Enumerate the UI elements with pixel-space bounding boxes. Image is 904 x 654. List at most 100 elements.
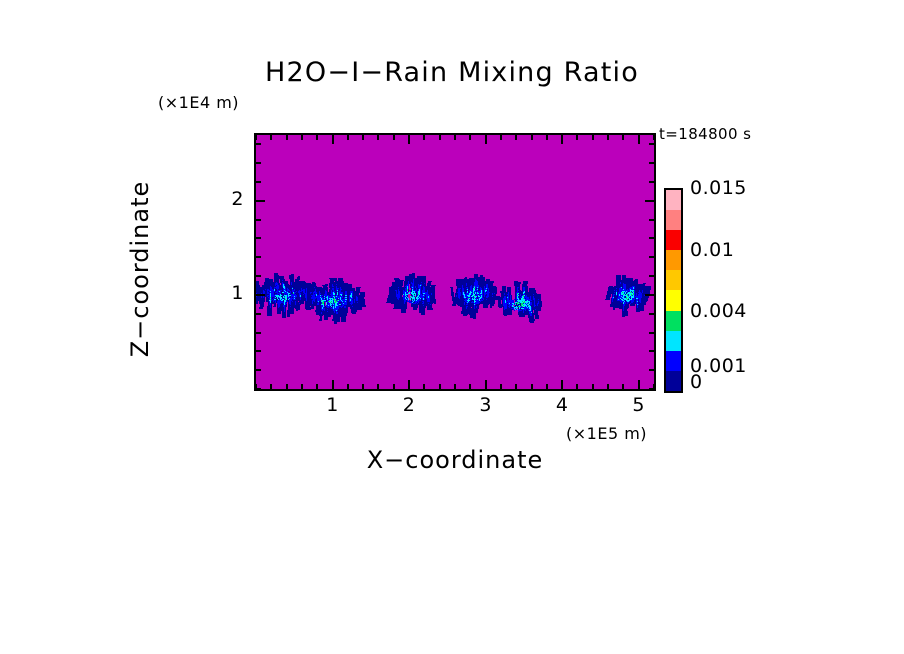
tick-y-left <box>256 369 261 371</box>
x-axis-title: X−coordinate <box>366 446 544 474</box>
time-annotation: t=184800 s <box>659 125 752 143</box>
colorbar-tick-label: 0.001 <box>690 354 747 377</box>
colorbar-band <box>666 270 681 291</box>
tick-y-left <box>256 219 261 221</box>
page-title: H2O−I−Rain Mixing Ratio <box>265 57 639 88</box>
colorbar-tick-label: 0.01 <box>690 238 735 261</box>
colorbar-tick-label: 0 <box>690 370 703 393</box>
tick-x-bottom <box>531 384 533 389</box>
colorbar <box>664 188 683 393</box>
colorbar-tick-label: 0.004 <box>690 300 747 322</box>
tick-y-right <box>649 332 654 334</box>
tick-y-right <box>649 143 654 145</box>
tick-x-top <box>362 135 364 140</box>
tick-x-top <box>561 135 563 144</box>
tick-y-right <box>649 219 654 221</box>
tick-x-bottom <box>347 384 349 389</box>
x-axis-units-label: (×1E5 m) <box>566 424 648 443</box>
tick-x-bottom <box>286 384 288 389</box>
tick-x-bottom <box>439 384 441 389</box>
tick-y-left <box>256 162 261 164</box>
tick-x-bottom <box>270 384 272 389</box>
tick-x-top <box>332 135 334 144</box>
tick-y-left <box>256 350 261 352</box>
tick-y-left <box>256 181 261 183</box>
colorbar-tick-label: 0.015 <box>690 177 747 199</box>
colorbar-band <box>666 250 681 271</box>
tick-y-right <box>649 313 654 315</box>
tick-y-right <box>649 369 654 371</box>
tick-y-right <box>645 294 654 296</box>
tick-x-top <box>347 135 349 140</box>
tick-y-left <box>256 313 261 315</box>
tick-x-top <box>408 135 410 144</box>
tick-y-right <box>649 388 654 390</box>
tick-x-top <box>622 135 624 140</box>
x-tick-label: 2 <box>402 394 416 416</box>
tick-x-bottom <box>423 384 425 389</box>
tick-x-top <box>500 135 502 140</box>
colorbar-band <box>666 330 681 351</box>
tick-y-right <box>649 256 654 258</box>
tick-x-bottom <box>485 380 487 389</box>
colorbar-band <box>666 350 681 371</box>
colorbar-band <box>666 290 681 311</box>
tick-y-left <box>256 388 261 390</box>
tick-x-bottom <box>653 384 655 389</box>
tick-x-bottom <box>576 384 578 389</box>
tick-y-right <box>649 350 654 352</box>
tick-x-top <box>393 135 395 140</box>
tick-x-top <box>638 135 640 144</box>
tick-x-top <box>485 135 487 144</box>
tick-y-right <box>649 181 654 183</box>
tick-x-top <box>576 135 578 140</box>
tick-y-left <box>256 237 261 239</box>
tick-x-top <box>316 135 318 140</box>
tick-y-right <box>645 200 654 202</box>
tick-x-bottom <box>500 384 502 389</box>
colorbar-band <box>666 190 681 211</box>
x-tick-label: 4 <box>555 394 569 416</box>
tick-x-top <box>270 135 272 140</box>
y-tick-label: 2 <box>231 187 244 210</box>
tick-y-right <box>649 275 654 277</box>
tick-x-bottom <box>362 384 364 389</box>
tick-x-top <box>653 135 655 140</box>
tick-x-top <box>469 135 471 140</box>
tick-x-bottom <box>301 384 303 389</box>
tick-x-top <box>592 135 594 140</box>
plot-area <box>254 133 656 391</box>
tick-x-bottom <box>469 384 471 389</box>
tick-x-bottom <box>561 380 563 389</box>
tick-y-right <box>649 162 654 164</box>
y-tick-label: 1 <box>231 281 244 304</box>
tick-x-top <box>607 135 609 140</box>
tick-x-bottom <box>255 384 257 389</box>
tick-x-top <box>286 135 288 140</box>
tick-y-left <box>256 275 261 277</box>
tick-y-left <box>256 143 261 145</box>
tick-y-left <box>256 200 265 202</box>
tick-y-left <box>256 294 265 296</box>
y-axis-units-label: (×1E4 m) <box>158 93 240 112</box>
tick-x-bottom <box>454 384 456 389</box>
tick-x-top <box>377 135 379 140</box>
tick-x-bottom <box>607 384 609 389</box>
colorbar-band <box>666 310 681 331</box>
tick-x-bottom <box>377 384 379 389</box>
tick-x-top <box>301 135 303 140</box>
tick-x-top <box>515 135 517 140</box>
colorbar-band <box>666 370 681 391</box>
tick-x-bottom <box>515 384 517 389</box>
tick-x-bottom <box>408 380 410 389</box>
tick-x-top <box>423 135 425 140</box>
y-axis-title: Z−coordinate <box>126 180 154 358</box>
colorbar-band <box>666 210 681 231</box>
tick-y-right <box>649 237 654 239</box>
tick-x-bottom <box>316 384 318 389</box>
tick-y-left <box>256 256 261 258</box>
tick-x-bottom <box>332 380 334 389</box>
tick-x-bottom <box>592 384 594 389</box>
tick-x-bottom <box>393 384 395 389</box>
x-tick-label: 5 <box>632 394 645 416</box>
